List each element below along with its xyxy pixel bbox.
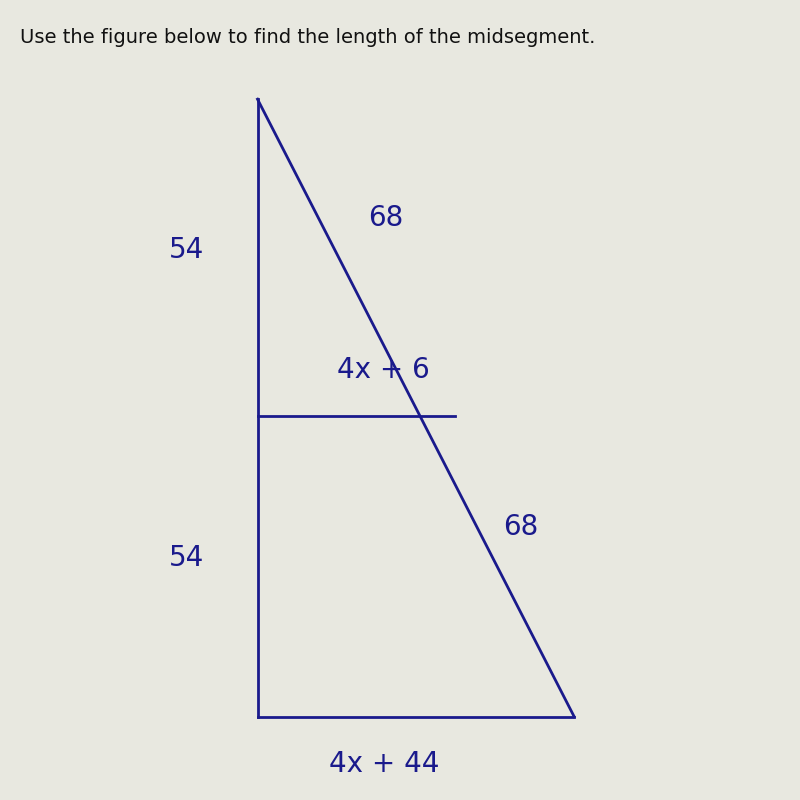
Text: 54: 54 — [169, 544, 204, 572]
Text: Use the figure below to find the length of the midsegment.: Use the figure below to find the length … — [20, 28, 595, 47]
Text: 68: 68 — [503, 513, 538, 541]
Text: 4x + 44: 4x + 44 — [329, 750, 439, 778]
Text: 68: 68 — [368, 204, 403, 232]
Text: 4x + 6: 4x + 6 — [337, 356, 430, 384]
Text: 54: 54 — [169, 235, 204, 263]
